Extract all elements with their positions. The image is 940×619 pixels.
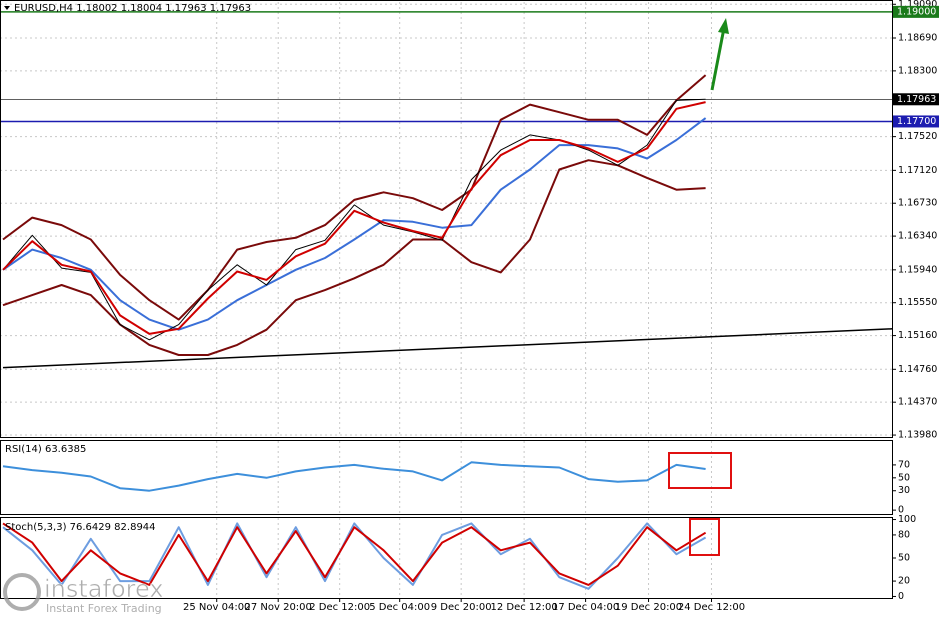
- highlight-box: [689, 518, 720, 556]
- series-line: [2, 461, 706, 492]
- y-tick-label: 20: [898, 576, 910, 587]
- stoch-frame: [0, 517, 893, 599]
- series-line: [2, 101, 706, 335]
- x-tick-label: 12 Dec 12:00: [490, 602, 557, 613]
- stoch-title: Stoch(5,3,3) 76.6429 82.8944: [5, 522, 156, 533]
- x-tick-label: 19 Dec 20:00: [615, 602, 682, 613]
- y-tick-label: 1.15160: [898, 330, 937, 341]
- annotation-arrowhead: [718, 18, 729, 34]
- price-level-box: [893, 93, 939, 106]
- watermark-tagline: Instant Forex Trading: [46, 602, 162, 615]
- y-tick-label: 1.19090: [898, 0, 937, 10]
- price-level-label: 1.17963: [897, 94, 936, 105]
- highlight-box: [668, 452, 732, 489]
- x-tick-label: 27 Nov 20:00: [244, 602, 311, 613]
- y-tick-label: 1.16340: [898, 231, 937, 242]
- series-line: [2, 74, 707, 321]
- series-line: [2, 117, 707, 331]
- price-level-label: 1.19000: [897, 6, 936, 17]
- x-tick-label: 5 Dec 04:00: [369, 602, 430, 613]
- price-level-label: 1.17700: [897, 116, 936, 127]
- y-tick-label: 50: [898, 472, 910, 483]
- y-tick-label: 30: [898, 485, 910, 496]
- y-tick-label: 1.14760: [898, 364, 937, 375]
- series-line: [2, 522, 707, 586]
- y-tick-label: 1.17520: [898, 131, 937, 142]
- watermark-brand: instaforex: [44, 575, 164, 603]
- y-tick-label: 1.15940: [898, 264, 937, 275]
- plot-layer: [0, 11, 894, 590]
- y-tick-label: 1.14370: [898, 397, 937, 408]
- annotation-arrow: [710, 27, 726, 91]
- x-tick-label: 9 Dec 20:00: [431, 602, 492, 613]
- x-tick-label: 2 Dec 12:00: [309, 602, 370, 613]
- y-tick-label: 1.13980: [898, 430, 937, 441]
- y-tick-label: 100: [898, 514, 916, 525]
- series-line: [2, 98, 706, 341]
- watermark: instaforex Instant Forex Trading: [3, 573, 164, 615]
- series-line: [2, 522, 707, 590]
- grid-layer: [0, 2, 893, 598]
- y-tick-label: 0: [898, 591, 904, 602]
- axis-layer: 1.13980 1.14370 1.14760 1.15160 1.15550 1.159…: [183, 0, 939, 613]
- rsi-frame: [0, 440, 893, 515]
- x-tick-label: 17 Dec 04:00: [552, 602, 619, 613]
- y-tick-label: 1.18300: [898, 65, 937, 76]
- y-tick-label: 0: [898, 505, 904, 516]
- y-tick-label: 1.17120: [898, 165, 937, 176]
- watermark-logo: [3, 573, 41, 611]
- x-tick-label: 25 Nov 04:00: [183, 602, 250, 613]
- y-tick-label: 70: [898, 459, 910, 470]
- price-level-box: [893, 115, 939, 128]
- y-tick-label: 1.18690: [898, 32, 937, 43]
- main-title: EURUSD,H4 1.18002 1.18004 1.17963 1.1796…: [14, 3, 251, 14]
- y-tick-label: 80: [898, 529, 910, 540]
- x-tick-label: 24 Dec 12:00: [678, 602, 745, 613]
- y-tick-label: 1.15550: [898, 297, 937, 308]
- trendline: [2, 328, 894, 369]
- y-tick-label: 1.16730: [898, 198, 937, 209]
- menu-arrow: [4, 6, 10, 10]
- rsi-title: RSI(14) 63.6385: [5, 444, 86, 455]
- main-frame: [0, 0, 893, 438]
- price-level-box: [893, 5, 939, 18]
- y-tick-label: 50: [898, 553, 910, 564]
